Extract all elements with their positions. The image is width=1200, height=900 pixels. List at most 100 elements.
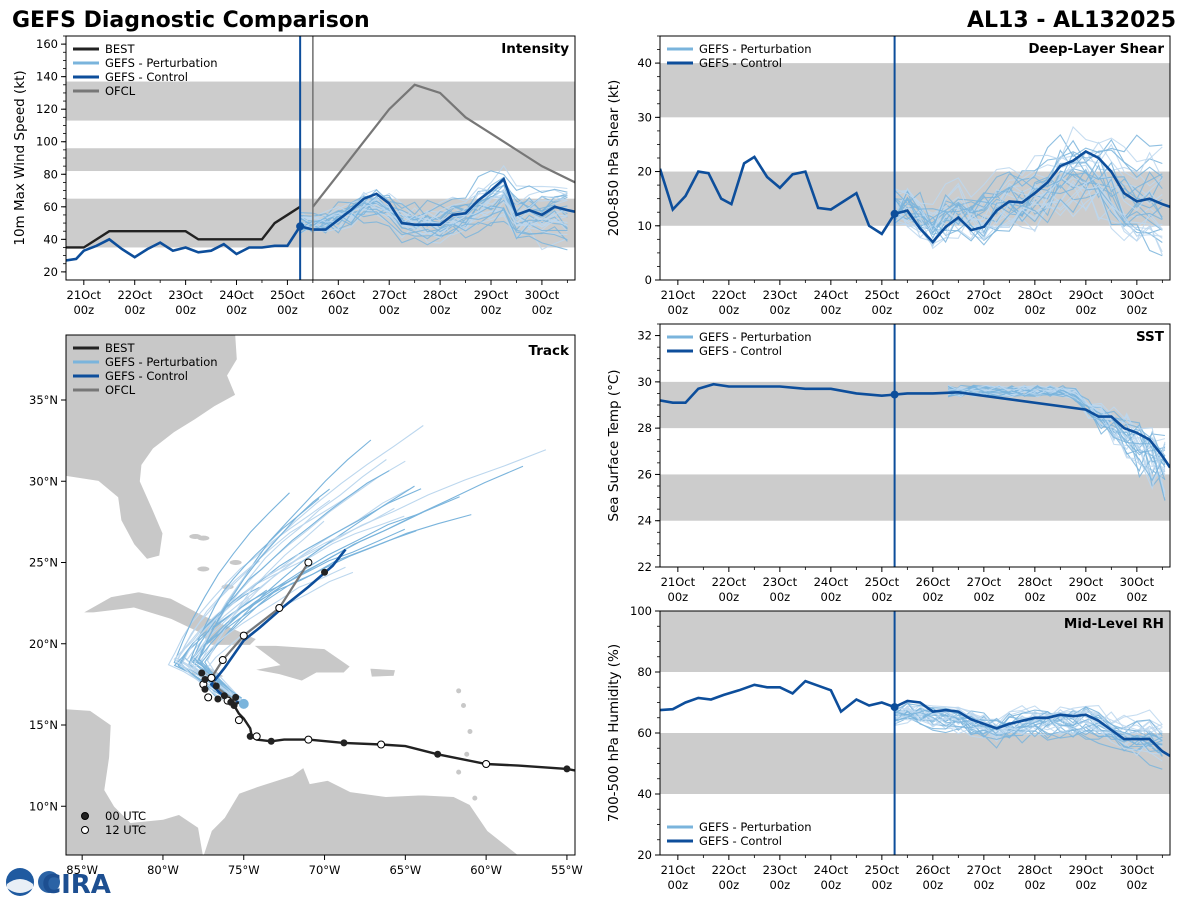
- shear-ytick-label: 30: [637, 110, 652, 124]
- intensity-band-2: [66, 81, 575, 121]
- track-best-12utc-point: [204, 693, 213, 702]
- track-marker-legend-swatch: [81, 826, 89, 834]
- rh-perturbation-line: [894, 701, 1163, 739]
- sst-xtick-date: 28Oct: [1018, 575, 1053, 589]
- rh-xtick-date: 22Oct: [712, 863, 747, 877]
- track-ofcl-point: [218, 656, 227, 664]
- central-america-land: [66, 708, 204, 855]
- intensity-ytick-label: 100: [36, 135, 58, 149]
- track-xtick-label: 55°W: [551, 863, 583, 877]
- shear-perturbation-line: [894, 175, 1163, 227]
- shear-xtick-hour: 00z: [1127, 303, 1148, 317]
- intensity-ytick-label: 80: [43, 167, 58, 181]
- rh-xtick-hour: 00z: [1127, 878, 1148, 892]
- track-ytick-label: 30°N: [29, 474, 58, 488]
- bahamas-island: [229, 560, 242, 565]
- bahamas-island: [197, 566, 210, 572]
- panel-sst: 22242628303221Oct00z22Oct00z23Oct00z24Oc…: [606, 323, 1171, 604]
- cira-logo-text: CIRA: [42, 870, 111, 900]
- sst-xtick-date: 24Oct: [814, 575, 849, 589]
- shear-xtick-date: 29Oct: [1069, 288, 1104, 302]
- intensity-perturbation-line: [300, 205, 568, 241]
- lesser-antilles-island: [464, 751, 470, 757]
- track-best-12utc-point: [234, 716, 243, 725]
- shear-perturbation-line: [894, 134, 1163, 231]
- sst-ytick-label: 32: [637, 329, 652, 343]
- panel-track: 85°W 80°W 75°W 70°W 65°W 60°W 55°W 10°N 15°N 20°N…: [29, 334, 583, 877]
- track-marker-legend-label: 12 UTC: [105, 823, 146, 837]
- track-best-00utc-point: [434, 750, 442, 758]
- sst-band-0: [660, 474, 1170, 521]
- rh-control-line: [660, 679, 1170, 758]
- shear-xtick-date: 24Oct: [814, 288, 849, 302]
- chart-panels: 2040608010012014016021Oct00z22Oct00z23Oc…: [12, 35, 1171, 892]
- noaa-logo: [6, 868, 60, 896]
- noaa-logo-wave: [7, 879, 33, 893]
- intensity-ytick-label: 120: [36, 102, 58, 116]
- intensity-legend-label: GEFS - Control: [105, 70, 188, 84]
- track-xtick-label: 70°W: [309, 863, 341, 877]
- shear-title: Deep-Layer Shear: [1028, 41, 1164, 57]
- shear-init-marker: [890, 209, 899, 218]
- intensity-xtick-date: 29Oct: [474, 288, 509, 302]
- sst-xtick-hour: 00z: [770, 590, 791, 604]
- intensity-perturbation-line: [299, 209, 568, 251]
- sst-xtick-date: 23Oct: [763, 575, 798, 589]
- track-map-area: [66, 335, 575, 855]
- sst-perturbation-line: [948, 386, 1166, 482]
- track-best-00utc-point: [212, 682, 220, 690]
- sst-xtick-hour: 00z: [668, 590, 689, 604]
- shear-xtick-hour: 00z: [923, 303, 944, 317]
- shear-xtick-date: 22Oct: [712, 288, 747, 302]
- shear-xtick-hour: 00z: [770, 303, 791, 317]
- shear-perturbation-line: [894, 162, 1163, 228]
- intensity-xtick-date: 27Oct: [372, 288, 407, 302]
- track-start-marker: [238, 698, 249, 709]
- sst-xtick-date: 21Oct: [661, 575, 696, 589]
- track-best-00utc-point: [563, 765, 571, 773]
- rh-ylabel: 700-500 hPa Humidity (%): [606, 644, 622, 822]
- intensity-best-line: [66, 205, 301, 249]
- sst-xtick-hour: 00z: [923, 590, 944, 604]
- track-best-00utc-point: [201, 676, 209, 683]
- intensity-xtick-date: 24Oct: [219, 288, 254, 302]
- shear-perturbation-line: [894, 190, 1163, 253]
- intensity-xtick-hour: 00z: [481, 303, 502, 317]
- track-xtick-label: 75°W: [228, 863, 260, 877]
- sst-ylabel: Sea Surface Temp (°C): [606, 369, 622, 521]
- intensity-control-line: [66, 176, 575, 262]
- shear-xtick-hour: 00z: [719, 303, 740, 317]
- rh-init-marker: [890, 703, 899, 712]
- intensity-xtick-date: 21Oct: [67, 288, 102, 302]
- shear-xtick-hour: 00z: [668, 303, 689, 317]
- rh-band-0: [660, 733, 1170, 794]
- intensity-xtick-date: 28Oct: [423, 288, 458, 302]
- intensity-ytick-label: 60: [43, 200, 58, 214]
- rh-xtick-date: 26Oct: [916, 863, 951, 877]
- sst-xtick-hour: 00z: [1127, 590, 1148, 604]
- shear-xtick-hour: 00z: [1076, 303, 1097, 317]
- sst-ytick-label: 26: [637, 467, 652, 481]
- shear-xtick-date: 26Oct: [916, 288, 951, 302]
- shear-perturbation-line: [894, 126, 1163, 205]
- shear-control-line: [660, 149, 1170, 244]
- track-ytick-label: 15°N: [29, 718, 58, 732]
- intensity-title: Intensity: [501, 41, 569, 57]
- sst-xtick-hour: 00z: [719, 590, 740, 604]
- sst-ytick-label: 22: [637, 560, 652, 574]
- intensity-perturbation-line: [300, 193, 568, 233]
- sst-xtick-date: 26Oct: [916, 575, 951, 589]
- track-best-12utc-point: [482, 760, 491, 768]
- track-control-point: [321, 568, 329, 576]
- rh-ytick-label: 60: [637, 726, 652, 740]
- track-best-00utc-point: [214, 695, 222, 703]
- sst-xtick-date: 22Oct: [712, 575, 747, 589]
- track-ytick-label: 25°N: [29, 556, 58, 570]
- intensity-band-1: [66, 148, 575, 172]
- shear-ytick-label: 40: [637, 56, 652, 70]
- track-best-00utc-point: [220, 692, 228, 700]
- intensity-legend-label: GEFS - Perturbation: [105, 56, 218, 70]
- shear-ytick-label: 10: [637, 219, 652, 233]
- north-america-land: [66, 335, 238, 560]
- shear-band-1: [660, 63, 1170, 118]
